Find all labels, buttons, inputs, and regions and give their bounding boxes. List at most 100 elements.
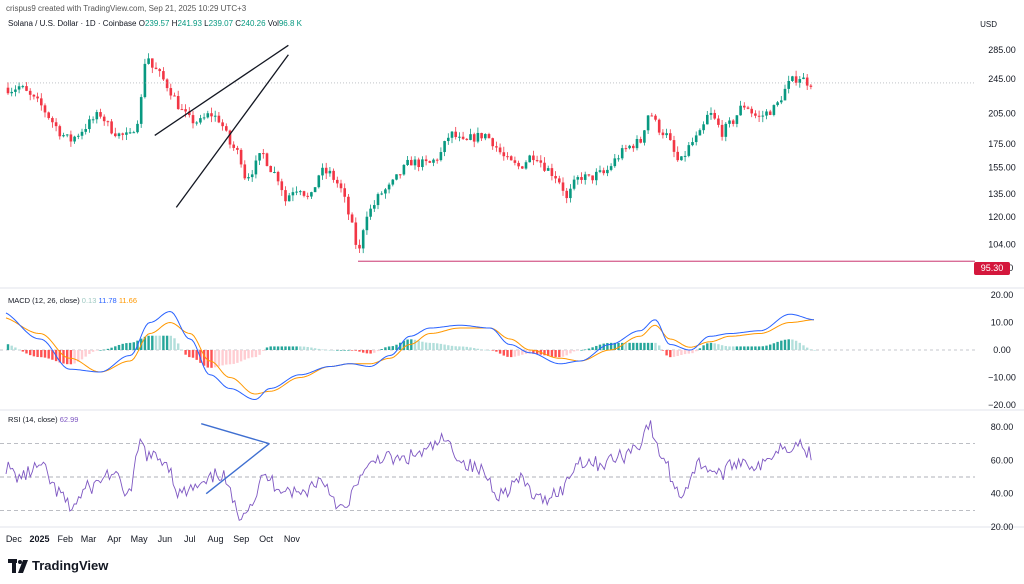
macd-histogram-bar — [702, 345, 705, 350]
macd-histogram-bar — [510, 350, 513, 358]
macd-histogram-bar — [739, 346, 742, 350]
macd-histogram-bar — [236, 350, 239, 363]
macd-histogram-bar — [251, 350, 254, 358]
macd-histogram-bar — [558, 350, 561, 358]
candle-up — [546, 168, 550, 171]
candle-down — [269, 165, 272, 173]
macd-histogram-bar — [184, 350, 187, 355]
macd-histogram-bar — [132, 342, 135, 350]
macd-histogram-bar — [199, 350, 202, 363]
macd-histogram-bar — [461, 346, 465, 350]
candle-down — [284, 190, 287, 202]
candle-down — [424, 159, 428, 162]
candle-up — [484, 134, 487, 139]
macd-histogram-bar — [576, 350, 579, 351]
candle-down — [350, 214, 354, 223]
macd-histogram-bar — [661, 350, 665, 351]
candle-down — [262, 153, 265, 155]
macd-histogram-bar — [484, 349, 487, 351]
macd-histogram-bar — [354, 350, 357, 351]
time-axis-label: Jul — [184, 534, 196, 544]
candle-down — [650, 115, 654, 117]
candle-up — [583, 174, 587, 180]
time-axis-label: 2025 — [30, 534, 50, 544]
candle-down — [225, 126, 228, 131]
time-axis-label: May — [131, 534, 149, 544]
macd-histogram-bar — [395, 344, 398, 350]
macd-histogram-bar — [295, 346, 298, 350]
macd-histogram-bar — [214, 350, 217, 368]
macd-histogram-bar — [114, 346, 117, 350]
macd-histogram-bar — [110, 347, 113, 350]
candle-up — [258, 153, 261, 161]
candle-up — [776, 102, 779, 106]
candle-up — [628, 145, 631, 149]
candle-up — [665, 133, 668, 136]
candle-up — [373, 205, 376, 209]
macd-histogram-bar — [288, 346, 291, 350]
macd-histogram-bar — [336, 350, 339, 351]
rsi-value: 62.99 — [59, 415, 79, 424]
candle-up — [643, 130, 646, 143]
macd-histogram-bar — [639, 342, 642, 350]
macd-histogram-bar — [310, 347, 313, 350]
macd-histogram-bar — [10, 345, 13, 350]
macd-histogram-bar — [40, 350, 43, 358]
candle-up — [139, 97, 143, 124]
candle-down — [513, 160, 517, 163]
time-axis-label: Dec — [6, 534, 23, 544]
candle-up — [683, 155, 687, 157]
macd-histogram-bar — [362, 350, 365, 353]
currency-label: USD — [980, 20, 997, 29]
candle-down — [151, 58, 154, 68]
candle-down — [435, 159, 439, 161]
rsi-axis-label: 20.00 — [991, 522, 1014, 532]
macd-histogram-bar — [387, 346, 391, 350]
macd-histogram-bar — [306, 346, 309, 350]
macd-histogram-bar — [506, 350, 509, 357]
macd-histogram-bar — [706, 343, 709, 350]
macd-histogram-bar — [447, 345, 450, 350]
candle-down — [280, 181, 284, 191]
macd-histogram-bar — [798, 342, 801, 350]
candle-up — [143, 63, 147, 98]
candle-down — [354, 222, 358, 245]
macd-histogram-bar — [550, 350, 554, 357]
candle-down — [743, 105, 746, 108]
candle-up — [291, 192, 295, 196]
macd-histogram-bar — [635, 342, 639, 350]
candle-up — [458, 136, 461, 138]
candle-down — [550, 168, 554, 176]
macd-histogram-bar — [25, 350, 28, 354]
candle-up — [617, 158, 620, 160]
macd-histogram-bar — [247, 350, 250, 359]
candle-up — [576, 177, 580, 180]
candle-up — [780, 100, 783, 103]
candle-down — [40, 98, 43, 106]
macd-histogram-bar — [769, 344, 772, 350]
ohlc-key-h: H — [169, 19, 178, 28]
candle-up — [380, 193, 383, 195]
macd-histogram-bar — [273, 346, 276, 350]
candle-down — [51, 118, 54, 123]
macd-histogram-bar — [177, 343, 180, 350]
candle-up — [765, 111, 768, 116]
candle-up — [365, 216, 369, 231]
candle-down — [535, 160, 539, 162]
ohlc-key-o: O — [138, 19, 145, 28]
ohlc-value-o: 239.57 — [144, 19, 170, 28]
ohlc-value-c: 240.26 — [241, 19, 266, 28]
macd-histogram-bar — [724, 346, 727, 350]
macd-histogram-bar — [498, 350, 502, 354]
macd-histogram-bar — [202, 350, 206, 366]
candle-down — [184, 109, 187, 112]
macd-histogram-bar — [794, 340, 798, 350]
macd-histogram-bar — [791, 339, 794, 350]
macd-histogram-bar — [528, 350, 531, 354]
symbol-name: Solana / U.S. Dollar · 1D · Coinbase — [8, 19, 137, 28]
candle-up — [402, 165, 406, 175]
candle-down — [487, 134, 491, 139]
candle-up — [635, 138, 639, 149]
macd-axis-label: 0.00 — [993, 345, 1011, 355]
